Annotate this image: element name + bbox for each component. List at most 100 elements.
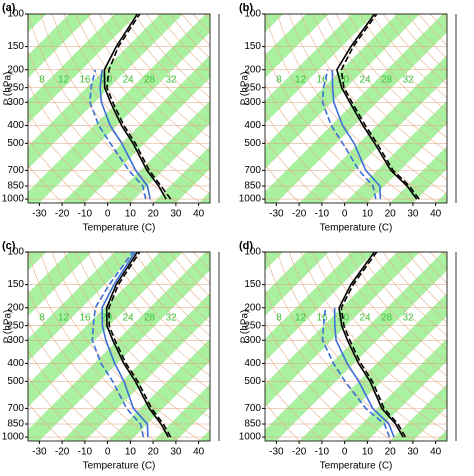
y-axis-label: P (hPa) [3,72,14,106]
background [265,14,474,203]
y-tick-label: 200 [244,64,261,75]
y-tick-label: 700 [244,403,261,414]
y-tick-label: 250 [7,320,24,331]
isotherm-band [265,252,447,441]
profiles [321,14,420,200]
mixing-ratio-label: 16 [79,313,91,324]
y-tick-label: 150 [244,41,261,52]
x-tick-label: 30 [407,447,419,458]
background [28,14,210,203]
dry-adiabat [265,349,347,441]
mixing-ratio-label: 8 [39,75,45,86]
dry-adiabat [335,14,447,139]
y-axis-label: P (hPa) [240,310,251,344]
dry-adiabat [98,14,210,139]
dry-adiabat [28,376,87,441]
mixing-ratio-label: 12 [58,75,70,86]
plot-frame [264,13,448,204]
dry-adiabat [265,111,347,203]
dry-adiabat [122,252,210,350]
x-tick-label: 10 [362,209,374,220]
y-tick-label: 300 [7,97,24,108]
dry-adiabat [63,14,210,180]
isotherm-band [435,429,447,441]
y-tick-label: 300 [7,335,24,346]
y-tick-label: 400 [244,120,261,131]
y-tick-label: 250 [7,82,24,93]
dry-adiabat [28,14,179,203]
mixing-ratio-label: 12 [58,313,70,324]
isotherm-band [299,293,447,441]
y-tick-label: 1000 [2,432,25,443]
dry-adiabat [265,320,370,441]
mixing-ratio-label: 24 [359,75,371,86]
dry-adiabat [28,349,110,441]
profiles [89,14,172,200]
x-tick-label: 0 [105,209,111,220]
mixing-ratio-label: 20 [338,313,350,324]
y-tick-label: 850 [244,419,261,430]
dry-adiabat [300,252,447,418]
x-tick-label: -20 [292,209,307,220]
dry-adiabat [51,14,210,195]
dry-adiabat [28,402,64,441]
x-tick-label: -20 [55,209,70,220]
isotherm-band [28,252,210,441]
dry-adiabat [466,252,474,441]
y-tick-label: 850 [7,181,24,192]
y-tick-label: 400 [7,120,24,131]
x-tick-label: 20 [148,447,160,458]
dry-adiabat [466,14,474,203]
y-tick-label: 200 [7,302,24,313]
y-tick-label: 150 [7,279,24,290]
profile-line [106,14,172,200]
isotherm-band [28,14,138,124]
x-tick-label: 40 [430,209,442,220]
isotherm-band [265,14,329,78]
mixing-ratio-label: 20 [338,75,350,86]
dry-adiabat [75,14,210,166]
x-tick-label: 0 [342,447,348,458]
dry-adiabat [288,14,447,195]
y-tick-label: 500 [244,376,261,387]
y-tick-label: 150 [7,41,24,52]
x-tick-label: 10 [362,447,374,458]
profile-line [89,69,147,200]
panel-label: (a) [2,2,16,14]
isotherm-band [28,14,210,203]
dry-adiabat [454,14,474,203]
profile-line [321,69,377,200]
isotherm-band [28,252,138,362]
mixing-ratio-label: 8 [276,75,282,86]
isotherm-band [265,252,375,362]
profile-line [103,14,167,200]
mixing-ratio-label: 28 [381,313,393,324]
dry-adiabat [324,14,447,152]
dry-adiabat [277,14,439,203]
y-tick-label: 300 [244,97,261,108]
dry-adiabat [359,252,447,350]
mixing-ratio-label: 16 [316,75,328,86]
profile-line [99,69,151,200]
dry-adiabat [28,288,156,441]
x-axis-label: Temperature (C) [83,223,156,234]
isotherm-band [344,100,447,203]
dry-adiabat [28,82,133,203]
isotherm-band [435,191,447,203]
dry-adiabat [28,50,156,203]
profiles [321,252,407,438]
isotherm-band [198,429,210,441]
profile-line [336,14,418,200]
mixing-ratio-label: 12 [295,313,307,324]
isotherm-band [62,55,210,203]
dry-adiabat [347,252,447,363]
dry-adiabat [371,252,447,336]
x-axis-label: Temperature (C) [320,223,393,234]
x-tick-label: -20 [292,447,307,458]
x-tick-label: 0 [342,209,348,220]
profile-line [91,252,145,438]
